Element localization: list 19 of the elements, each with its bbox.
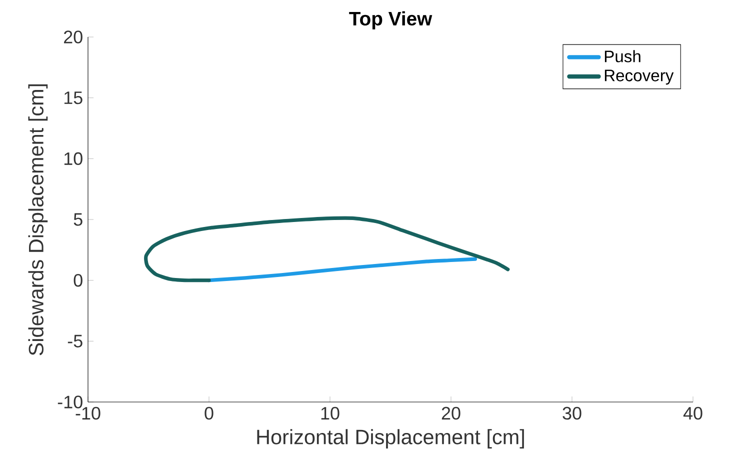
chart-title: Top View bbox=[349, 11, 432, 30]
y-tick-label: 10 bbox=[64, 152, 82, 166]
x-axis-title: Horizontal Displacement [cm] bbox=[257, 429, 524, 448]
x-tick-label: 40 bbox=[683, 406, 702, 420]
line-series bbox=[207, 257, 478, 282]
legend-label: Recovery bbox=[604, 70, 674, 85]
y-tick-label: 20 bbox=[64, 30, 82, 44]
y-tick-label: 5 bbox=[74, 213, 82, 226]
y-tick-label: -5 bbox=[68, 334, 82, 348]
line-series bbox=[144, 216, 510, 282]
y-tick-label: 0 bbox=[74, 274, 82, 287]
x-tick-label: 20 bbox=[442, 406, 460, 420]
x-tick-label: 30 bbox=[562, 406, 582, 420]
legend-label: Push bbox=[604, 50, 640, 62]
y-tick-label: 15 bbox=[64, 92, 82, 104]
y-tick-label: -10 bbox=[58, 396, 82, 408]
x-tick-label: 10 bbox=[321, 406, 340, 420]
y-axis-title: Sidewards Displacement [cm] bbox=[28, 84, 48, 356]
x-tick-label: 0 bbox=[204, 406, 214, 420]
